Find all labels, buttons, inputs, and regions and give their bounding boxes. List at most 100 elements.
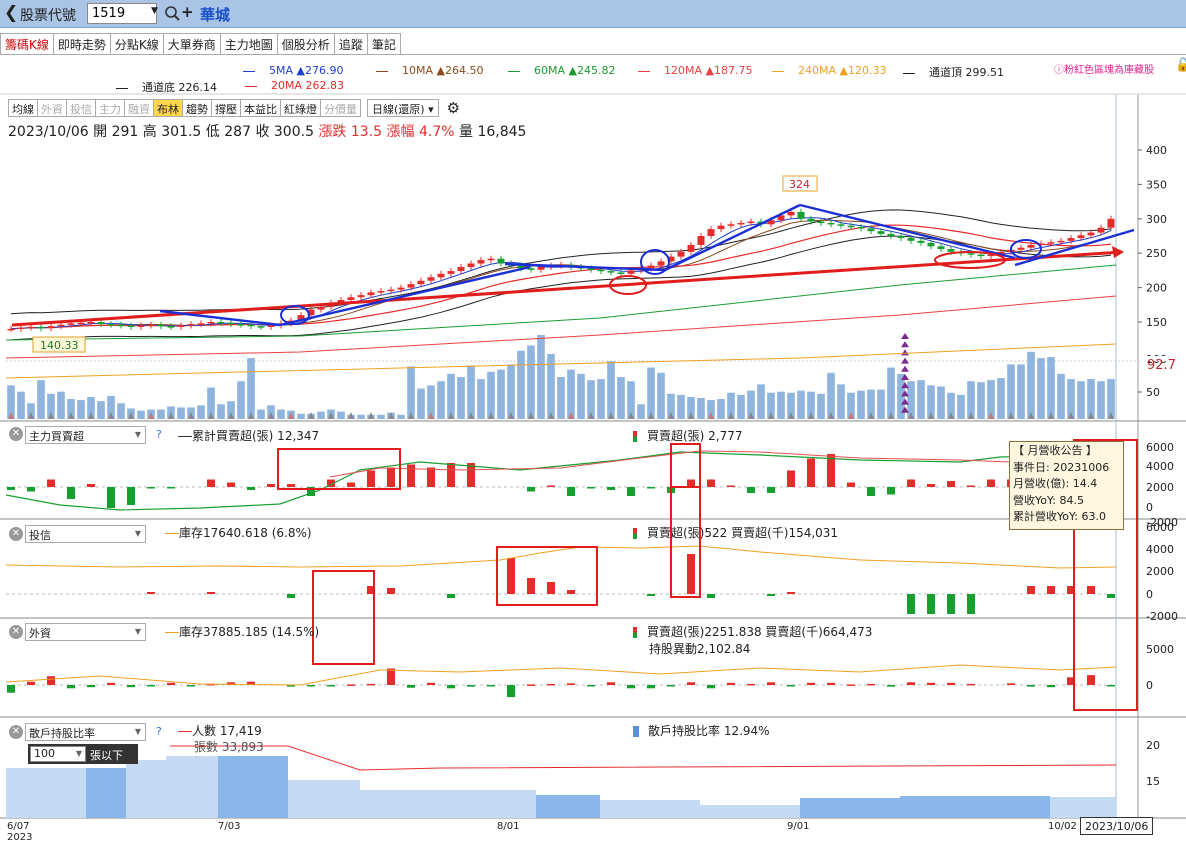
toolbar-btn-3[interactable]: 主力 (96, 99, 125, 117)
volume-bar (577, 373, 585, 419)
volume-triangle (1108, 412, 1114, 419)
toolbar-btn-2[interactable]: 投信 (67, 99, 96, 117)
vol-marker-label: 92.7 (1147, 358, 1176, 373)
candle-body (407, 284, 415, 288)
p3-bar (1107, 685, 1115, 687)
toolbar-btn-4[interactable]: 融資 (125, 99, 154, 117)
toolbar-btn-10[interactable]: 分價量 (321, 99, 361, 117)
candle-body (857, 227, 865, 229)
close-panel2-icon[interactable]: ✕ (9, 527, 23, 541)
p2-bar (1107, 594, 1115, 598)
x-tick-sep: 9/01 (787, 821, 810, 832)
tab-6[interactable]: 追蹤 (334, 33, 368, 55)
lots-select[interactable]: 100 ▼ (30, 746, 86, 762)
back-icon[interactable]: ❮ (4, 3, 19, 23)
volume-bar (537, 335, 545, 419)
volume-bar (277, 409, 285, 419)
volume-bar (297, 413, 305, 419)
panel2-select[interactable]: 投信 ▼ (25, 525, 146, 543)
toolbar-btn-8[interactable]: 本益比 (241, 99, 281, 117)
volume-triangle (908, 412, 914, 419)
candle-body (217, 322, 225, 324)
close-panel3-icon[interactable]: ✕ (9, 625, 23, 639)
candle-body (497, 258, 505, 264)
p1-bar (567, 487, 575, 496)
volume-bar (977, 382, 985, 419)
volume-bar (447, 373, 455, 419)
help-icon[interactable]: ? (156, 428, 162, 441)
close-panel4-icon[interactable]: ✕ (9, 725, 23, 739)
toolbar-btn-7[interactable]: 撐壓 (212, 99, 241, 117)
p3-bar (707, 685, 715, 689)
p1-bar (67, 487, 75, 499)
tooltip-line-4: 累計營收YoY: 63.0 (1013, 510, 1106, 523)
p3-bar (667, 685, 675, 687)
retail-area-segment (360, 790, 440, 818)
candle-body (807, 218, 815, 222)
candle-body (467, 263, 475, 267)
candle-body (787, 211, 795, 216)
panel1-select[interactable]: 主力買賣超 ▼ (25, 426, 146, 444)
tab-0[interactable]: 籌碼K線 (0, 33, 54, 55)
close-panel1-icon[interactable]: ✕ (9, 427, 23, 441)
candle-body (527, 268, 535, 270)
p2-bar (387, 588, 395, 594)
candle-body (587, 268, 595, 270)
p1-axis-tick: 4000 (1146, 460, 1174, 473)
current-date-box: 2023/10/06 (1080, 817, 1154, 835)
candle-body (767, 220, 775, 225)
p1-bar (127, 487, 135, 505)
toolbar-btn-5[interactable]: 布林 (154, 99, 183, 117)
tab-4[interactable]: 主力地圖 (220, 33, 278, 55)
lock-icon[interactable]: 🔓 (1175, 58, 1186, 73)
volume-bar (197, 405, 205, 419)
p2-bar (1027, 586, 1035, 594)
toolbar-btn-0[interactable]: 均線 (8, 99, 38, 117)
panel4-select[interactable]: 散戶持股比率 ▼ (25, 723, 146, 741)
candle-body (597, 269, 605, 272)
help-icon[interactable]: ? (156, 725, 162, 738)
period-select[interactable]: 日線(還原) ▾ (367, 99, 439, 117)
volume-bar (457, 377, 465, 419)
candle-body (727, 224, 735, 226)
p3-bar (427, 682, 435, 685)
volume-bar (67, 399, 75, 419)
candle-body (927, 242, 935, 247)
candle-body (907, 238, 915, 241)
price-tick: 150 (1146, 316, 1167, 329)
candle-body (137, 325, 145, 327)
treasury-stock-notice[interactable]: ⓘ粉紅色區塊為庫藏股 (1054, 65, 1154, 76)
change-value: 13.5 (350, 124, 383, 140)
candle-body (677, 251, 685, 257)
p3-bar (787, 685, 795, 687)
toolbar-btn-9[interactable]: 紅綠燈 (281, 99, 321, 117)
tab-5[interactable]: 個股分析 (277, 33, 335, 55)
chevron-down-icon[interactable]: ▼ (151, 6, 158, 16)
p3-bar (447, 685, 455, 689)
p1-bar (827, 454, 835, 487)
arrow-marker (901, 349, 909, 356)
p3-bar (407, 685, 415, 688)
search-icon[interactable] (164, 4, 180, 22)
tooltip-line-1: 事件日: 20231006 (1013, 460, 1110, 474)
p1-bar (267, 484, 275, 487)
volume-bar (547, 353, 555, 419)
add-icon[interactable]: + (181, 3, 194, 21)
toolbar-btn-6[interactable]: 趨勢 (183, 99, 212, 117)
volume-triangle (568, 412, 574, 419)
tab-3[interactable]: 大單券商 (163, 33, 221, 55)
p1-bar (867, 487, 875, 496)
volume-triangle (588, 412, 594, 419)
panel3-select[interactable]: 外資 ▼ (25, 623, 146, 641)
p1-bar (47, 479, 55, 487)
candle-body (27, 326, 35, 329)
stock-code-input[interactable] (87, 3, 157, 24)
x-tick-oct: 10/02 (1048, 821, 1077, 832)
gear-icon[interactable]: ⚙ (446, 99, 461, 117)
candle-body (607, 271, 615, 273)
p3-bar (627, 685, 635, 689)
candle-body (1087, 232, 1095, 236)
toolbar-btn-1[interactable]: 外資 (38, 99, 67, 117)
volume-bar (227, 401, 235, 419)
